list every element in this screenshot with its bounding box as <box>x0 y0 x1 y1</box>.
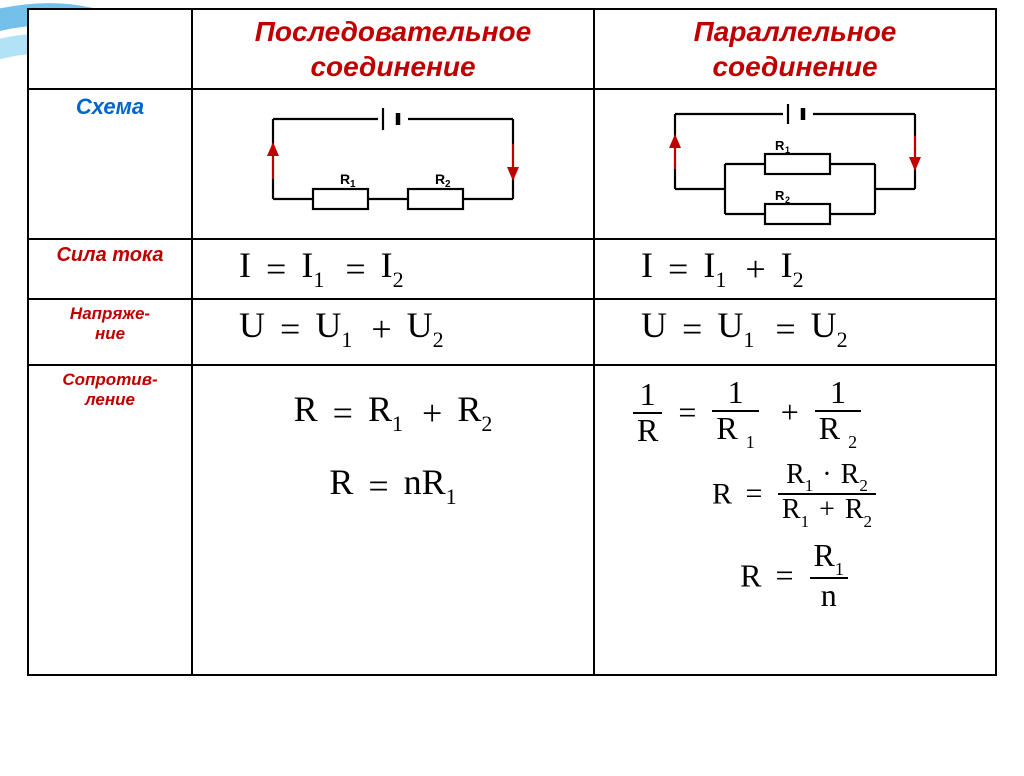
header-series-line1: Последовательное <box>255 16 531 47</box>
header-parallel-line1: Параллельное <box>694 16 897 47</box>
parallel-res-formula-2: R = R1 · R2 R1 + R2 <box>601 460 989 529</box>
rowlabel-current-text: Сила тока <box>56 244 163 266</box>
parallel-circuit-cell: R 1 R 2 <box>594 89 996 239</box>
parallel-current-formula: I = I1 + I2 <box>601 244 989 291</box>
svg-text:R: R <box>775 188 785 203</box>
rowlabel-res-l2: ление <box>85 390 135 409</box>
svg-text:R: R <box>435 171 445 187</box>
svg-text:1: 1 <box>785 145 790 155</box>
rowlabel-schema-text: Схема <box>76 94 144 119</box>
svg-text:2: 2 <box>445 179 451 190</box>
parallel-circuit: R 1 R 2 <box>635 94 955 234</box>
rowlabel-voltage-l2: ние <box>95 324 125 343</box>
parallel-voltage-cell: U = U1 = U2 <box>594 299 996 365</box>
rowlabel-current: Сила тока <box>28 239 192 299</box>
header-series-line2: соединение <box>310 51 475 82</box>
parallel-current-cell: I = I1 + I2 <box>594 239 996 299</box>
series-current-cell: I = I1 = I2 <box>192 239 594 299</box>
parallel-res-formula-1: 1 R = 1 R 1 + 1 R 2 <box>601 376 989 450</box>
series-circuit: R 1 R 2 <box>233 94 553 234</box>
rowlabel-voltage-l1: Напряже- <box>70 304 150 323</box>
series-res-formula-2: R = nR1 <box>199 461 587 508</box>
rowlabel-res-l1: Сопротив- <box>62 370 157 389</box>
parallel-voltage-formula: U = U1 = U2 <box>601 304 989 351</box>
header-series: Последовательное соединение <box>192 9 594 89</box>
rowlabel-resistance: Сопротив- ление <box>28 365 192 675</box>
header-parallel: Параллельное соединение <box>594 9 996 89</box>
header-parallel-line2: соединение <box>712 51 877 82</box>
series-res-formula-1: R = R1 + R2 <box>199 388 587 435</box>
series-current-formula: I = I1 = I2 <box>199 244 587 291</box>
rowlabel-schema: Схема <box>28 89 192 239</box>
series-circuit-cell: R 1 R 2 <box>192 89 594 239</box>
header-empty-cell <box>28 9 192 89</box>
series-voltage-cell: U = U1 + U2 <box>192 299 594 365</box>
parallel-res-formula-3: R = R1 n <box>601 539 989 613</box>
svg-text:R: R <box>775 138 785 153</box>
rowlabel-voltage: Напряже- ние <box>28 299 192 365</box>
series-voltage-formula: U = U1 + U2 <box>199 304 587 351</box>
series-resistance-cell: R = R1 + R2 R = nR1 <box>192 365 594 675</box>
svg-text:2: 2 <box>785 195 790 205</box>
comparison-table: Последовательное соединение Параллельное… <box>27 8 997 676</box>
parallel-resistance-cell: 1 R = 1 R 1 + 1 R 2 R = R1 <box>594 365 996 675</box>
svg-text:1: 1 <box>350 179 356 190</box>
svg-text:R: R <box>340 171 350 187</box>
